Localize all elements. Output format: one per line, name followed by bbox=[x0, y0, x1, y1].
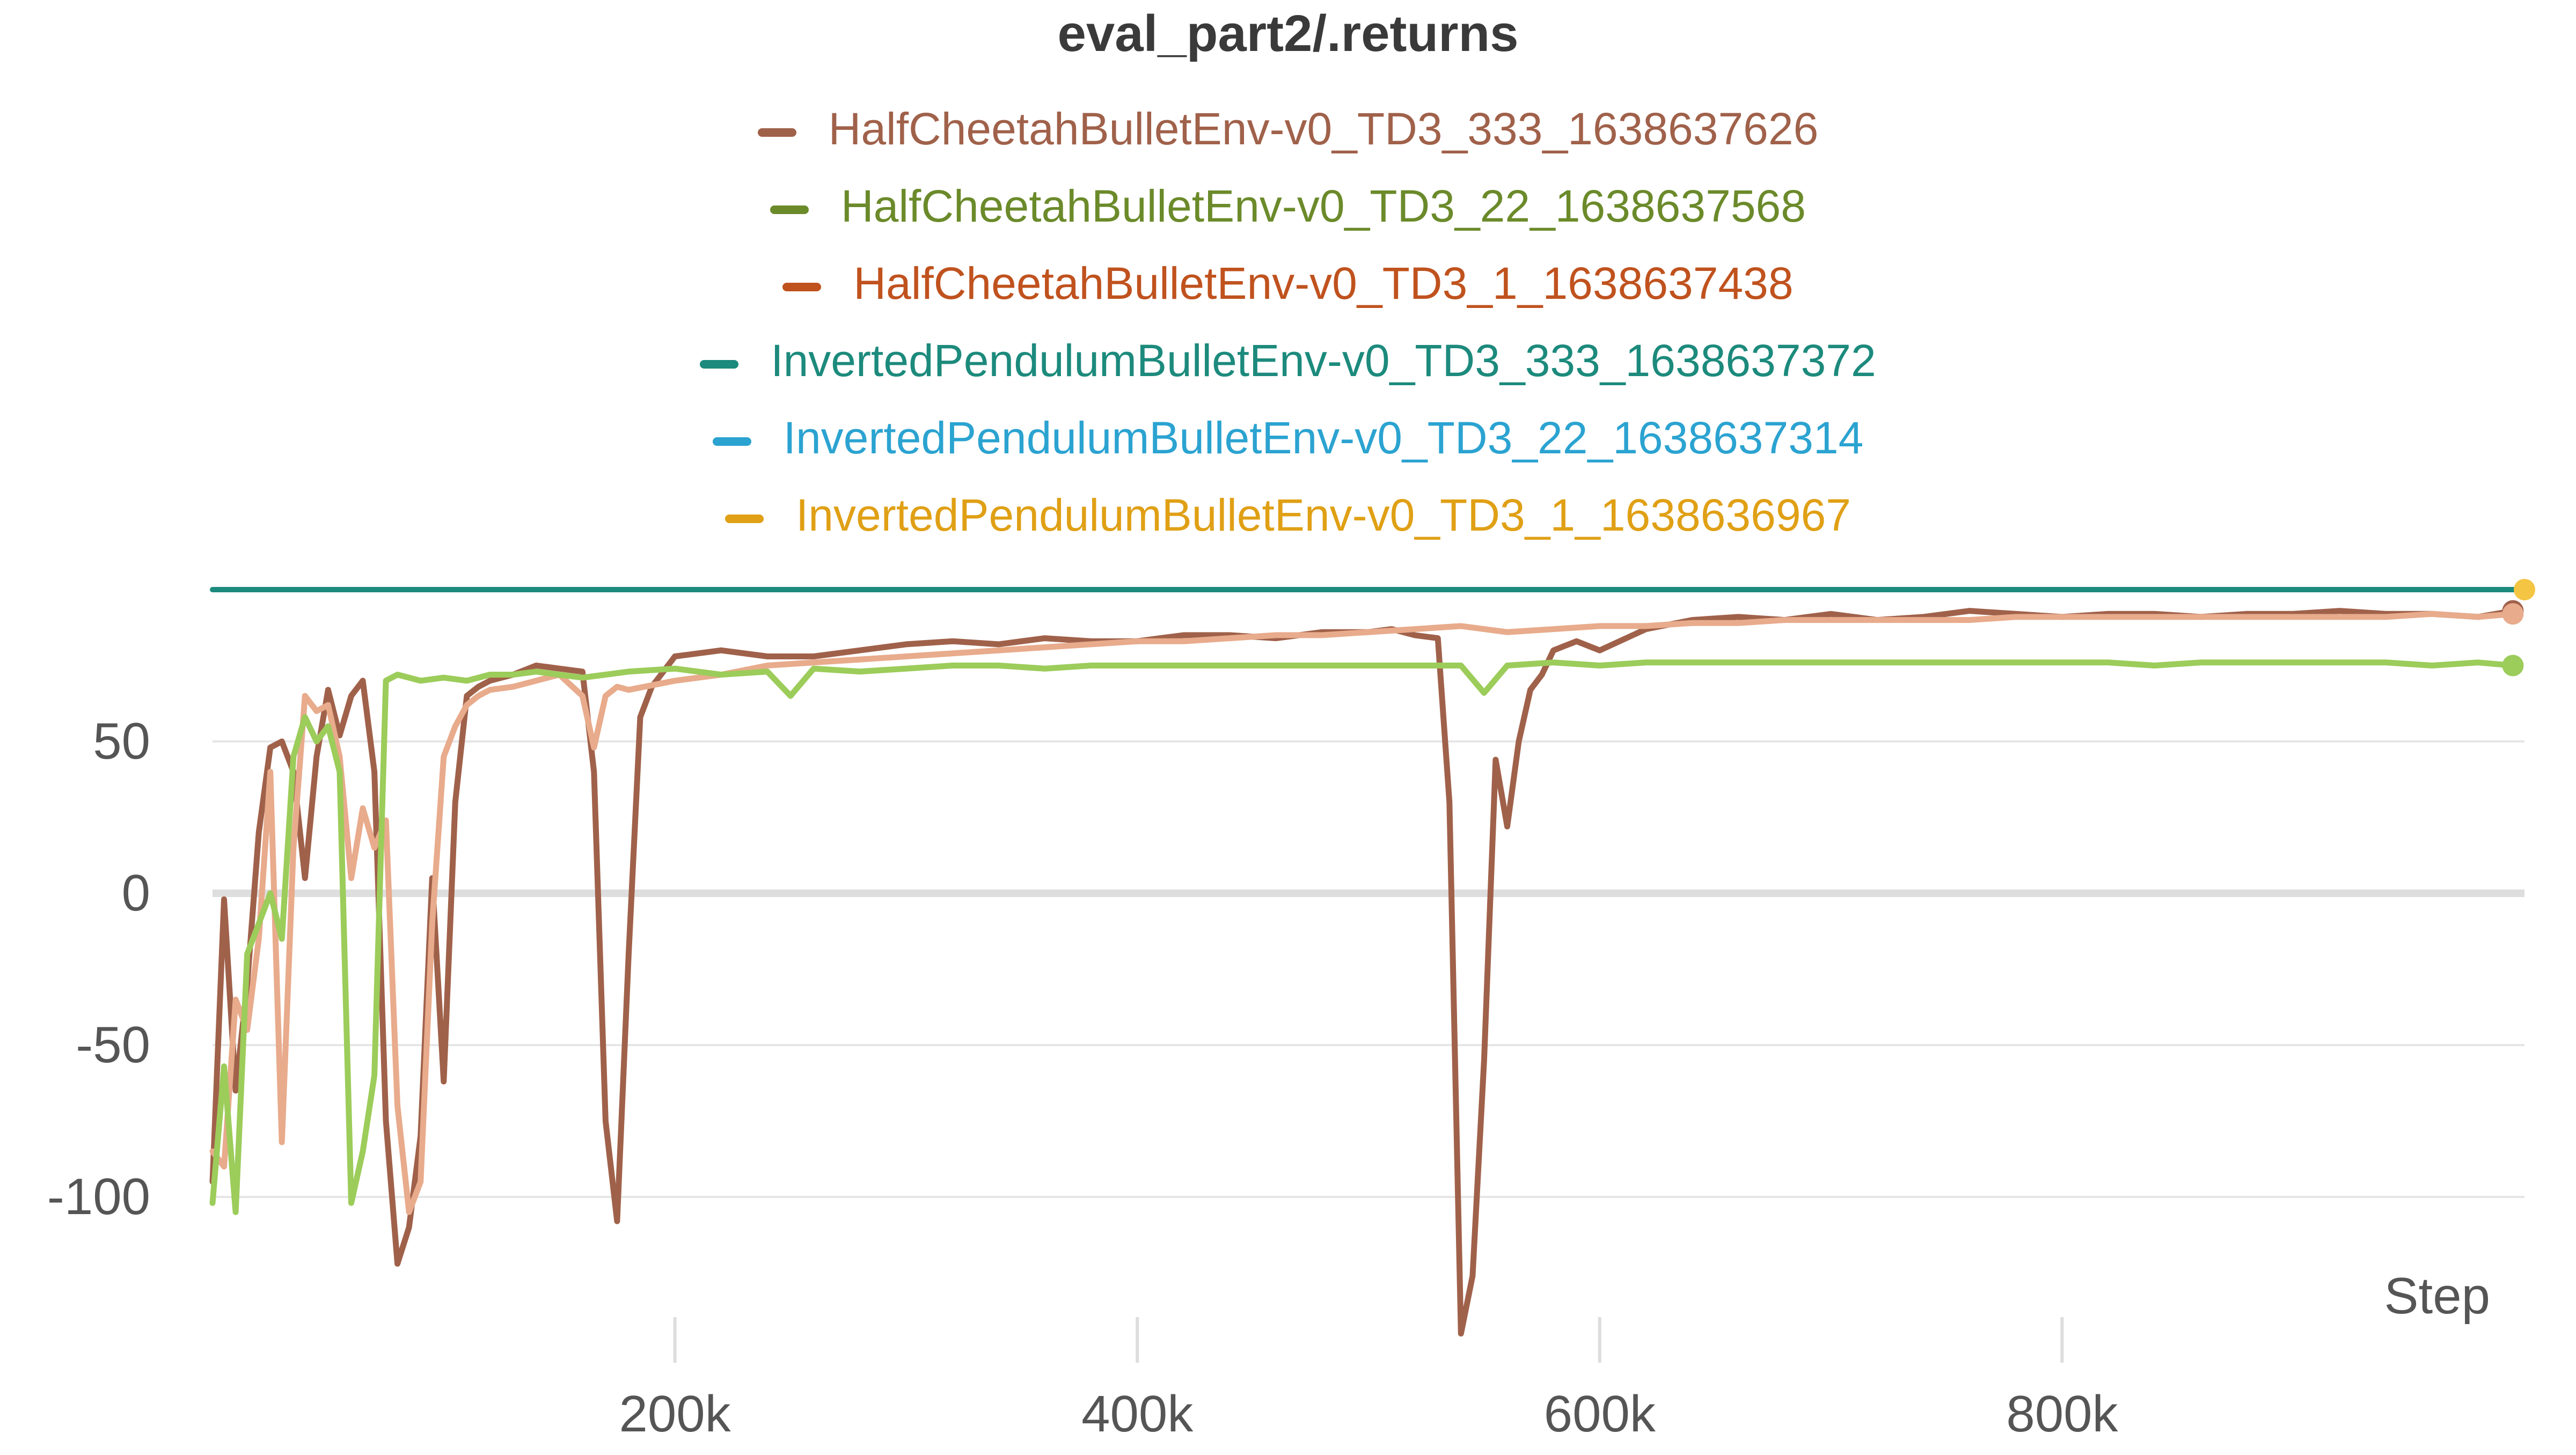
legend-item[interactable]: HalfCheetahBulletEnv-v0_TD3_1_1638637438 bbox=[0, 258, 2576, 309]
legend-swatch bbox=[712, 437, 751, 446]
series-end-marker bbox=[2502, 603, 2524, 625]
legend-item[interactable]: InvertedPendulumBulletEnv-v0_TD3_1_16386… bbox=[0, 489, 2576, 541]
x-axis-label: Step bbox=[2384, 1267, 2490, 1325]
legend-label: HalfCheetahBulletEnv-v0_TD3_22_163863756… bbox=[841, 181, 1806, 231]
grid-lines bbox=[213, 740, 2524, 1198]
legend-label: InvertedPendulumBulletEnv-v0_TD3_333_163… bbox=[771, 335, 1876, 386]
series-lines bbox=[209, 579, 2535, 1337]
legend-swatch bbox=[700, 359, 739, 369]
x-tick-label: 600k bbox=[1544, 1385, 1656, 1443]
x-tick-label: 200k bbox=[619, 1385, 731, 1443]
y-tick-label: -100 bbox=[47, 1168, 150, 1225]
x-tick-label: 400k bbox=[1081, 1385, 1194, 1443]
chart-title: eval_part2/.returns bbox=[1057, 5, 1519, 62]
legend-label: InvertedPendulumBulletEnv-v0_TD3_1_16386… bbox=[795, 490, 1851, 540]
legend-item[interactable]: InvertedPendulumBulletEnv-v0_TD3_333_163… bbox=[0, 335, 2576, 386]
legend-label: HalfCheetahBulletEnv-v0_TD3_1_1638637438 bbox=[853, 258, 1794, 308]
legend-swatch bbox=[782, 282, 822, 291]
axes: -100 -50 0 50 200k 400k 600k 800k Step bbox=[47, 712, 2490, 1443]
x-tick-label: 800k bbox=[2006, 1385, 2118, 1443]
series-line bbox=[209, 659, 2516, 1215]
legend-item[interactable]: HalfCheetahBulletEnv-v0_TD3_22_163863756… bbox=[0, 180, 2576, 232]
series-end-marker bbox=[2502, 655, 2524, 677]
legend-item[interactable]: InvertedPendulumBulletEnv-v0_TD3_22_1638… bbox=[0, 412, 2576, 464]
y-tick-label: 0 bbox=[122, 864, 150, 922]
legend-swatch bbox=[724, 514, 764, 523]
legend-swatch bbox=[770, 205, 809, 214]
y-tick-label: 50 bbox=[93, 712, 150, 770]
legend-swatch bbox=[757, 128, 796, 137]
series-end-marker bbox=[2514, 579, 2535, 600]
y-tick-label: -50 bbox=[76, 1016, 150, 1074]
series-line bbox=[209, 608, 2516, 1337]
series-line bbox=[209, 611, 2516, 1215]
legend-item[interactable]: HalfCheetahBulletEnv-v0_TD3_333_16386376… bbox=[0, 103, 2576, 155]
legend-label: InvertedPendulumBulletEnv-v0_TD3_22_1638… bbox=[783, 413, 1864, 463]
legend-label: HalfCheetahBulletEnv-v0_TD3_333_16386376… bbox=[828, 104, 1819, 154]
